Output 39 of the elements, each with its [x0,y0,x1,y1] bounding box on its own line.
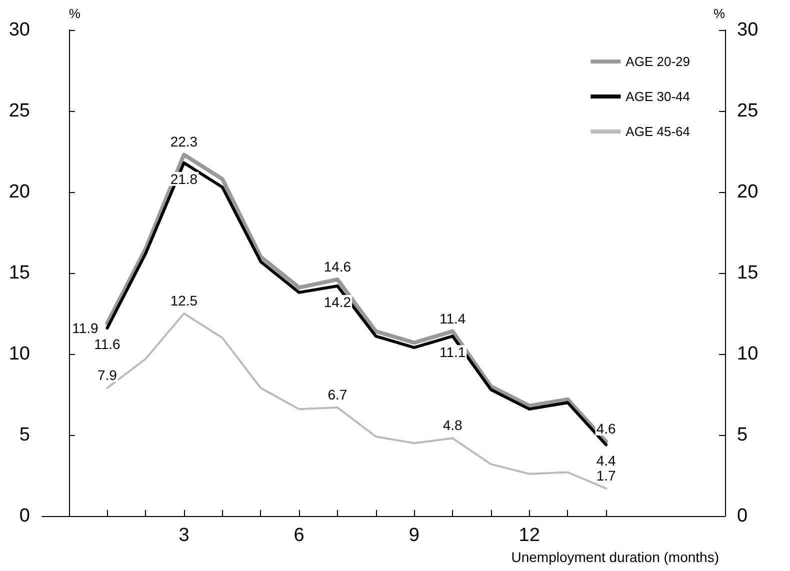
legend-label: AGE 20-29 [626,54,690,69]
y2-tick-label: 20 [737,182,758,202]
data-label: 4.8 [442,417,463,434]
y2-tick-label: 15 [737,262,758,284]
data-label: 1.7 [596,467,616,484]
x-tick-label: 9 [408,525,420,546]
data-label: 4.6 [596,420,616,436]
y-tick-label: 10 [8,344,30,364]
y2-axis-title: % [713,6,726,21]
y-tick-label: 30 [8,20,30,40]
data-label: 11.6 [94,336,121,352]
y2-tick-label: 0 [737,506,748,526]
data-label: 6.7 [328,386,348,402]
x-tick-label: 3 [178,525,190,546]
y2-tick-label: 5 [737,424,748,446]
x-tick-label: 12 [518,525,540,546]
data-label: 22.3 [170,134,198,150]
data-label: 11.1 [439,344,466,360]
y-tick-label: 0 [19,506,30,526]
y2-tick-label: 30 [737,20,758,40]
data-label: 7.9 [97,367,118,384]
data-label: 11.4 [439,310,466,326]
data-label: 21.8 [170,170,198,187]
x-tick-label: 6 [294,525,304,546]
data-label: 14.6 [324,258,352,274]
y-tick-label: 5 [19,424,30,446]
y2-tick-label: 10 [737,344,758,364]
x-axis-title: Unemployment duration (months) [511,549,719,565]
y-axis-title: % [68,6,81,21]
y-tick-label: 20 [8,182,30,202]
legend-label: AGE 45-64 [626,124,690,139]
y-tick-label: 25 [8,100,30,122]
legend-label: AGE 30-44 [626,89,690,104]
data-label: 11.9 [72,320,99,336]
data-label: 12.5 [170,292,198,308]
data-label: 14.2 [324,294,352,310]
y-tick-label: 15 [8,262,30,284]
y2-tick-label: 25 [737,100,758,122]
data-label: 4.4 [596,452,616,469]
